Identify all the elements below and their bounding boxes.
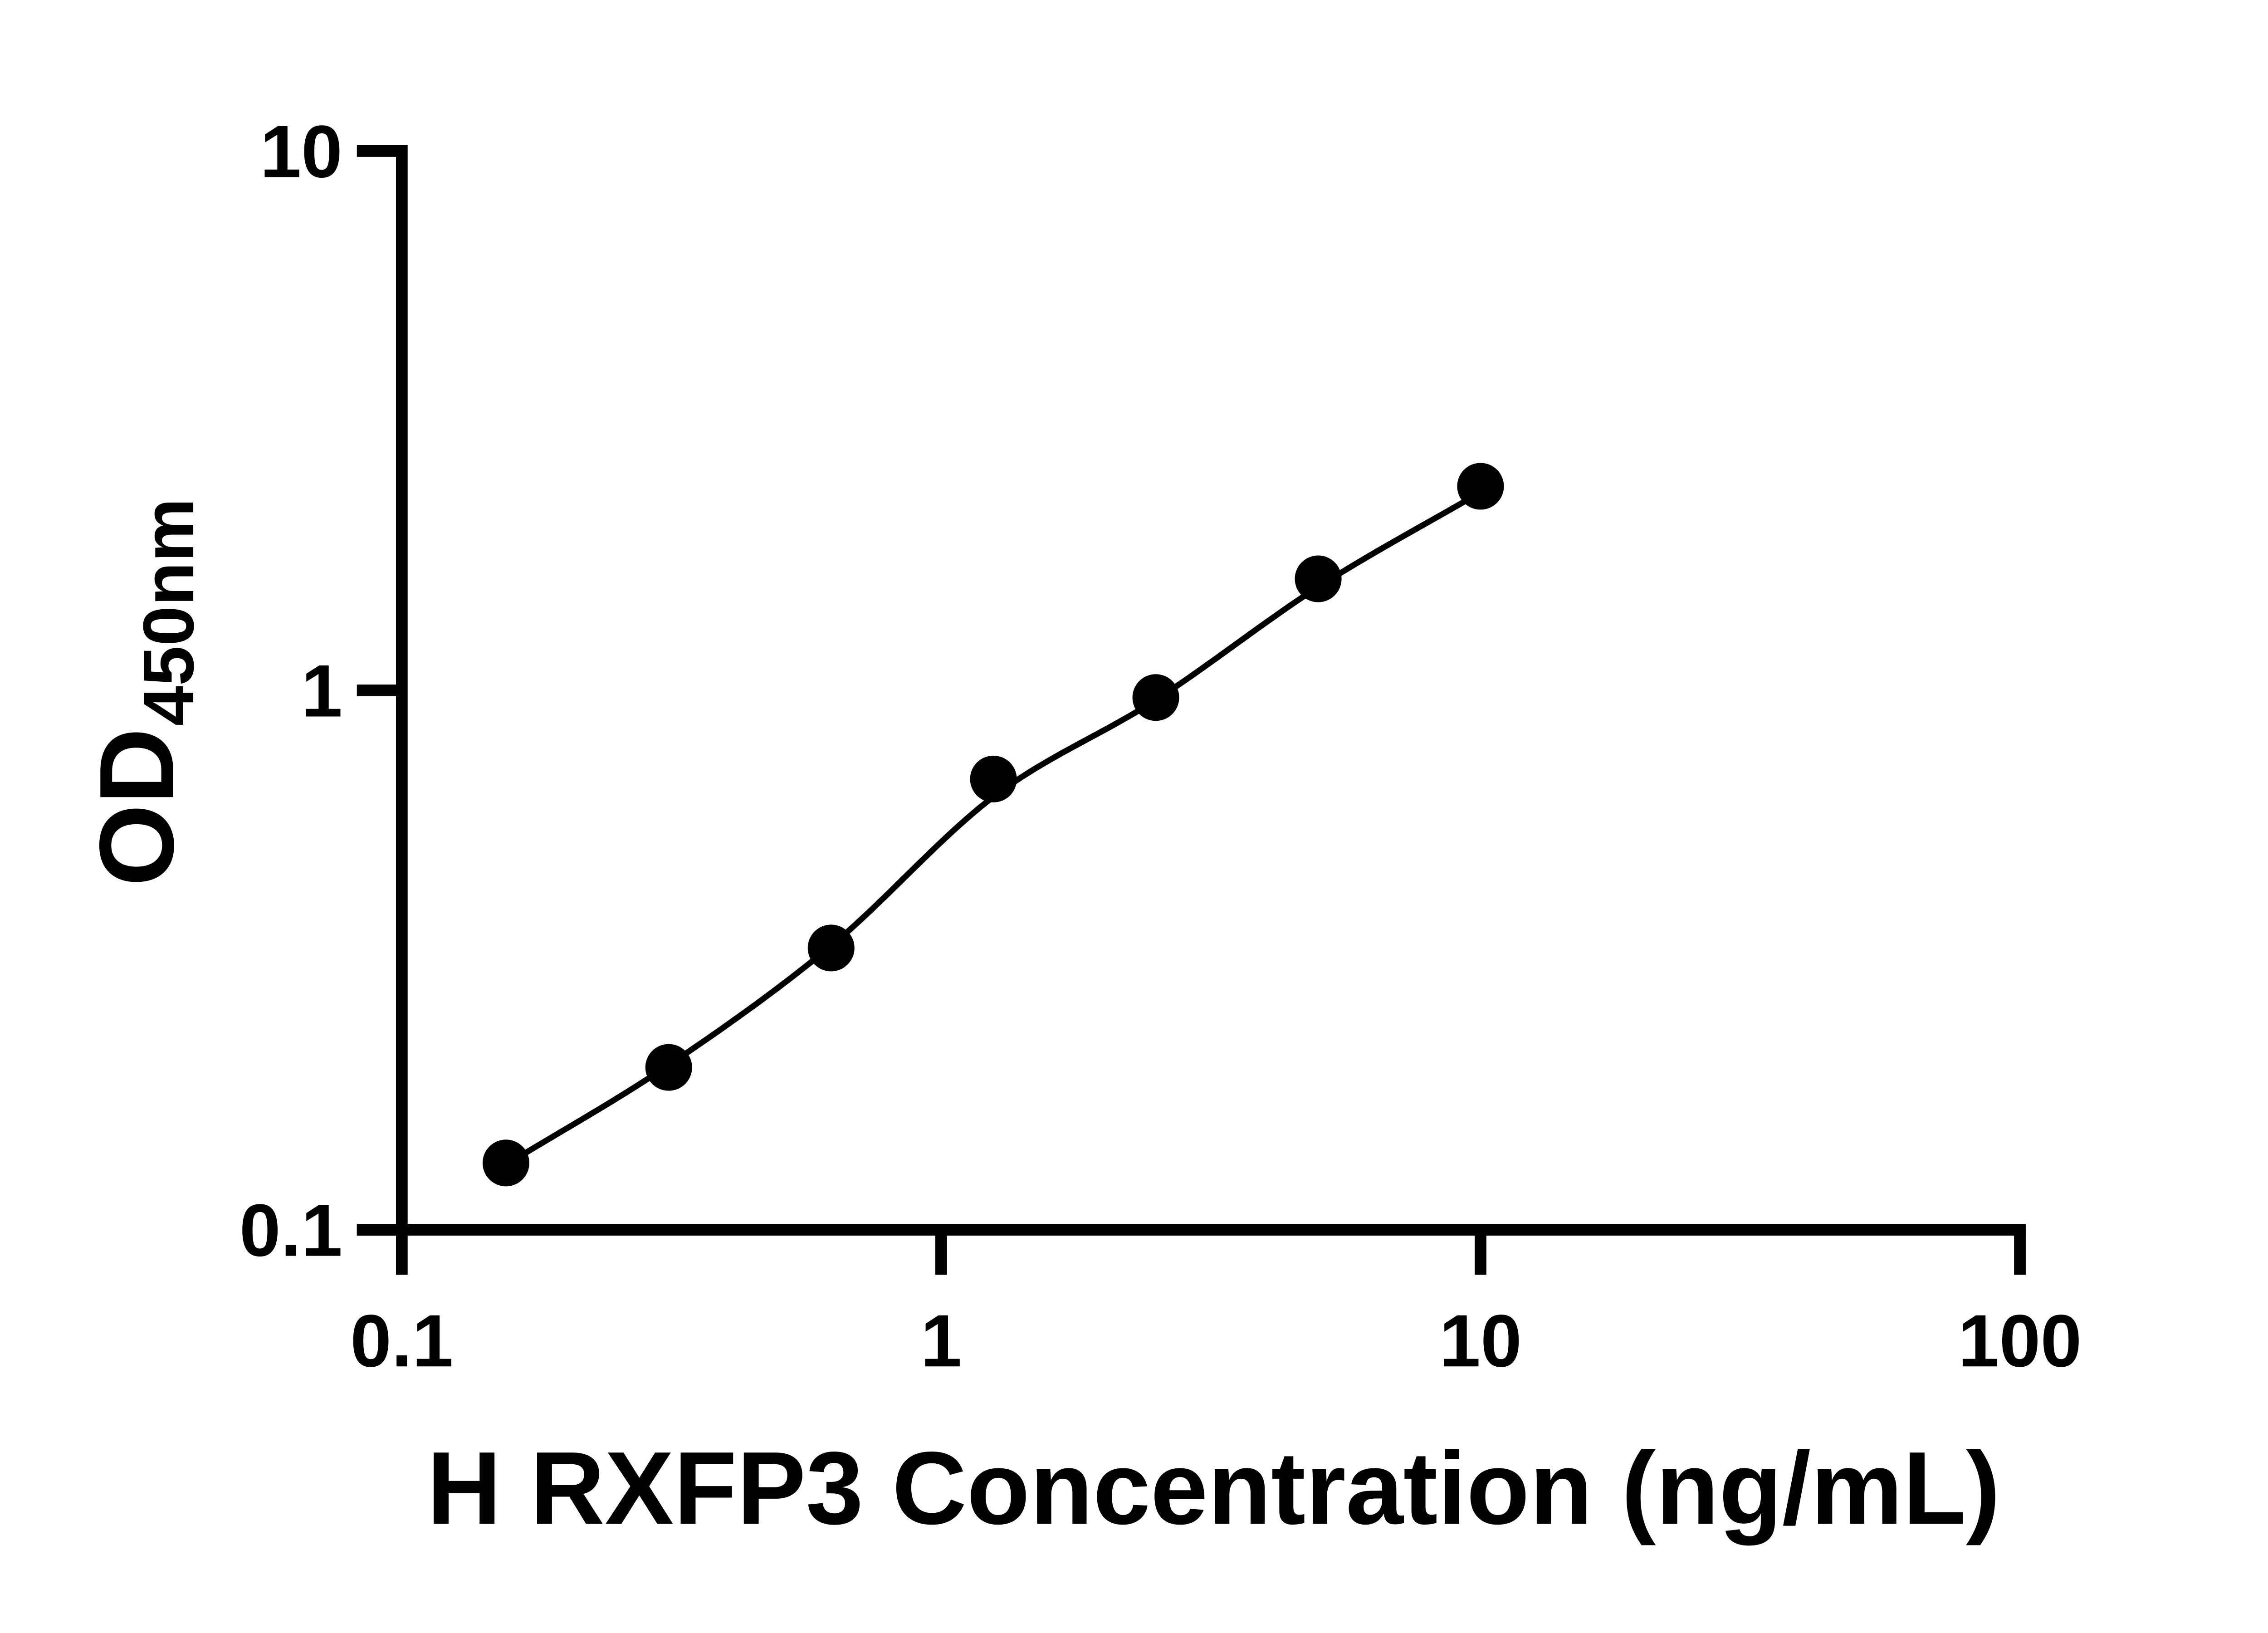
data-point (1295, 555, 1342, 602)
x-tick-label: 1 (920, 1299, 962, 1382)
x-tick-label: 0.1 (350, 1299, 453, 1382)
y-axis-title-subscript: 450nm (128, 498, 209, 726)
data-point (807, 924, 855, 972)
data-point (645, 1044, 692, 1091)
y-axis-title-main: OD (78, 728, 196, 886)
x-axis-title: H RXFP3 Concentration (ng/mL) (427, 1431, 2000, 1546)
x-tick-label: 100 (1958, 1299, 2082, 1382)
data-points-group (482, 463, 1504, 1187)
y-tick-label: 1 (301, 649, 342, 732)
tick-labels-group: 0.1 1 10 100 10 1 0.1 (240, 110, 2082, 1382)
axes-group (357, 145, 2026, 1275)
x-tick-label: 10 (1439, 1299, 1522, 1382)
y-tick-label: 0.1 (240, 1189, 342, 1272)
y-axis-title: OD 450nm (78, 498, 209, 886)
data-point (482, 1139, 529, 1187)
data-point (1132, 674, 1179, 721)
y-tick-label: 10 (260, 110, 342, 193)
data-point (1457, 463, 1504, 510)
data-point (970, 755, 1017, 802)
